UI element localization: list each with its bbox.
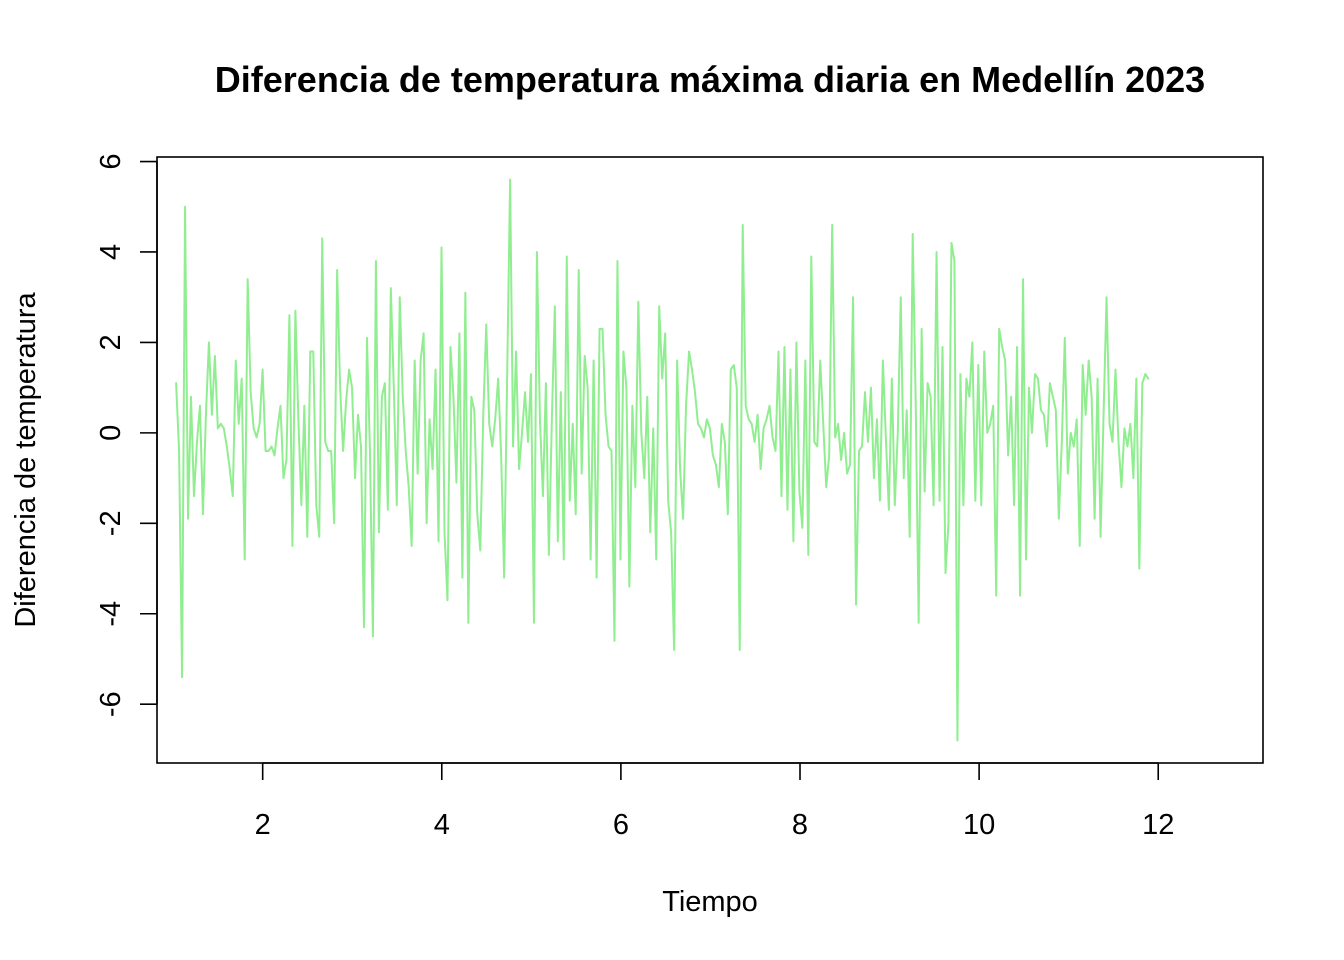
chart-title: Diferencia de temperatura máxima diaria … bbox=[215, 59, 1205, 100]
x-axis-label: Tiempo bbox=[662, 886, 758, 918]
x-tick-label: 4 bbox=[434, 809, 450, 841]
x-tick-label: 6 bbox=[613, 809, 629, 841]
y-tick-label: 4 bbox=[95, 244, 127, 260]
x-tick-label: 12 bbox=[1142, 809, 1174, 841]
x-tick-label: 8 bbox=[792, 809, 808, 841]
y-tick-label: 0 bbox=[95, 425, 127, 441]
x-tick-label: 10 bbox=[963, 809, 995, 841]
y-tick-label: 6 bbox=[95, 153, 127, 169]
x-axis: 2 4 6 8 10 12 bbox=[255, 762, 1174, 841]
y-tick-label: -2 bbox=[95, 510, 127, 536]
y-tick-label: -6 bbox=[95, 691, 127, 717]
y-axis-label: Diferencia de temperatura bbox=[10, 291, 42, 627]
y-axis: -6 -4 -2 0 2 4 6 bbox=[95, 153, 158, 717]
y-tick-label: -4 bbox=[95, 601, 127, 627]
series-line bbox=[175, 178, 1150, 742]
y-tick-label: 2 bbox=[95, 334, 127, 350]
x-tick-label: 2 bbox=[255, 809, 271, 841]
